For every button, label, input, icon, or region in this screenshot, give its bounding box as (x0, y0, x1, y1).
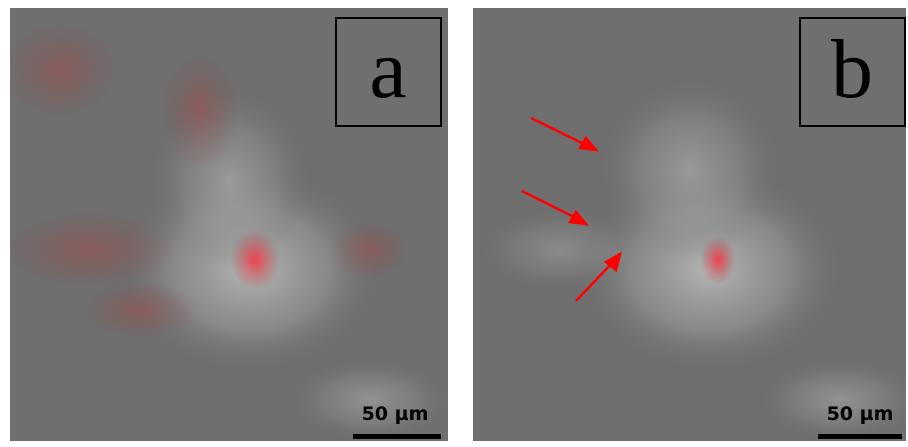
label-box (335, 17, 442, 127)
scale-bar (353, 434, 441, 439)
panel-label: b (831, 23, 873, 116)
label-box (799, 17, 906, 127)
panel-label: a (369, 23, 406, 116)
arrows (521, 116, 622, 302)
micrograph-b (473, 8, 906, 441)
micrograph-a (10, 8, 448, 441)
scale-bar-label: 50 µm (827, 403, 894, 425)
scale-bar-label: 50 µm (362, 403, 429, 425)
scale-bar (818, 434, 902, 439)
